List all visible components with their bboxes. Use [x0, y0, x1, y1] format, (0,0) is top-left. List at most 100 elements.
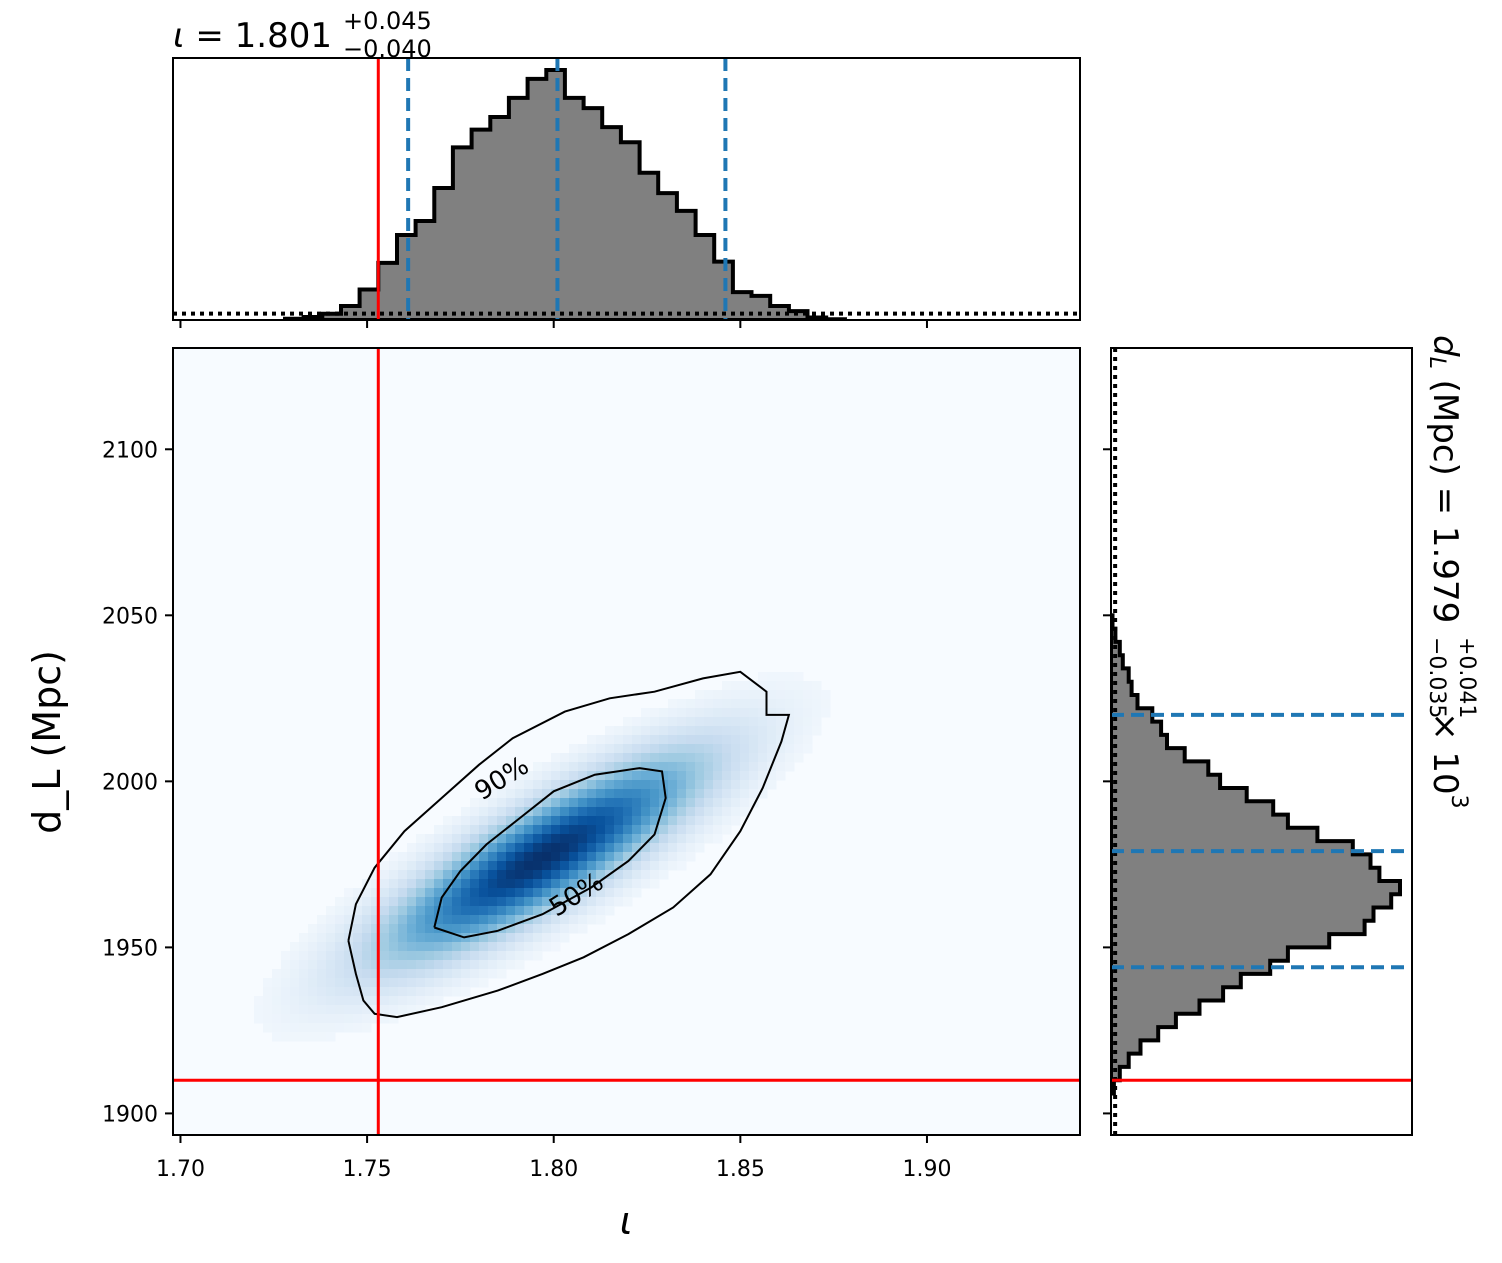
heatmap-cell — [542, 798, 552, 808]
joint-x-ticks: 1.70 1.75 1.80 1.85 1.90 — [156, 1135, 951, 1182]
heatmap-cell — [416, 942, 426, 952]
heatmap-cell — [398, 861, 408, 871]
heatmap-cell — [542, 897, 552, 907]
heatmap-cell — [416, 924, 426, 934]
heatmap-cell — [533, 771, 543, 781]
heatmap-cell — [488, 897, 498, 907]
heatmap-cell — [731, 717, 741, 727]
heatmap-cell — [650, 762, 660, 772]
heatmap-cell — [416, 987, 426, 997]
heatmap-cell — [353, 1005, 363, 1015]
heatmap-cell — [326, 1023, 336, 1033]
heatmap-cell — [641, 726, 651, 736]
heatmap-cell — [407, 960, 417, 970]
heatmap-cell — [380, 897, 390, 907]
heatmap-cell — [560, 771, 570, 781]
heatmap-cell — [695, 699, 705, 709]
heatmap-cell — [353, 888, 363, 898]
heatmap-cell — [353, 987, 363, 997]
heatmap-cell — [641, 861, 651, 871]
marginal-x-title: ι = 1.801 — [173, 16, 332, 56]
heatmap-cell — [281, 960, 291, 970]
heatmap-cell — [533, 780, 543, 790]
heatmap-cell — [551, 816, 561, 826]
heatmap-cell — [497, 861, 507, 871]
heatmap-cell — [443, 906, 453, 916]
heatmap-cell — [749, 681, 759, 691]
heatmap-cell — [470, 861, 480, 871]
heatmap-cell — [335, 987, 345, 997]
heatmap-cell — [542, 807, 552, 817]
heatmap-cell — [488, 879, 498, 889]
heatmap-cell — [344, 951, 354, 961]
heatmap-cell — [389, 1014, 399, 1024]
heatmap-cell — [497, 897, 507, 907]
heatmap-cell — [560, 843, 570, 853]
heatmap-cell — [317, 933, 327, 943]
heatmap-cell — [452, 978, 462, 988]
heatmap-cell — [704, 789, 714, 799]
heatmap-cell — [713, 726, 723, 736]
heatmap-cell — [740, 726, 750, 736]
heatmap-cell — [659, 861, 669, 871]
heatmap-cell — [299, 1005, 309, 1015]
y-tick-label: 2000 — [102, 770, 158, 795]
heatmap-cell — [623, 798, 633, 808]
heatmap-cell — [335, 915, 345, 925]
heatmap-cell — [497, 780, 507, 790]
heatmap-cell — [560, 780, 570, 790]
heatmap-cell — [353, 969, 363, 979]
heatmap-cell — [713, 735, 723, 745]
heatmap-cell — [686, 726, 696, 736]
heatmap-cell — [695, 843, 705, 853]
heatmap-cell — [731, 762, 741, 772]
heatmap-cell — [569, 744, 579, 754]
heatmap-cell — [524, 924, 534, 934]
heatmap-cell — [551, 762, 561, 772]
heatmap-cell — [389, 978, 399, 988]
heatmap-cell — [497, 825, 507, 835]
heatmap-cell — [578, 861, 588, 871]
heatmap-cell — [308, 1032, 318, 1042]
heatmap-cell — [299, 1023, 309, 1033]
marginal-x-hist-fill — [284, 70, 845, 320]
heatmap-cell — [272, 987, 282, 997]
heatmap-cell — [434, 996, 444, 1006]
heatmap-cell — [650, 780, 660, 790]
heatmap-cell — [443, 843, 453, 853]
heatmap-cell — [659, 843, 669, 853]
heatmap-cell — [614, 834, 624, 844]
heatmap-cell — [560, 807, 570, 817]
heatmap-cell — [479, 906, 489, 916]
heatmap-cell — [632, 843, 642, 853]
heatmap-cell — [749, 762, 759, 772]
heatmap-cell — [443, 852, 453, 862]
heatmap-cell — [758, 681, 768, 691]
heatmap-cell — [623, 780, 633, 790]
heatmap-cell — [569, 906, 579, 916]
heatmap-cell — [452, 879, 462, 889]
heatmap-cell — [542, 762, 552, 772]
heatmap-cell — [281, 1005, 291, 1015]
heatmap-cell — [335, 942, 345, 952]
heatmap-cell — [740, 735, 750, 745]
heatmap-cell — [452, 987, 462, 997]
heatmap-cell — [641, 834, 651, 844]
heatmap-cell — [767, 753, 777, 763]
heatmap-cell — [614, 852, 624, 862]
heatmap-cell — [812, 717, 822, 727]
heatmap-cell — [650, 816, 660, 826]
heatmap-cell — [623, 744, 633, 754]
heatmap-cell — [650, 834, 660, 844]
heatmap-cell — [587, 861, 597, 871]
heatmap-cell — [551, 807, 561, 817]
heatmap-cell — [668, 717, 678, 727]
heatmap-cell — [434, 843, 444, 853]
heatmap-cell — [668, 843, 678, 853]
heatmap-cell — [470, 969, 480, 979]
heatmap-cell — [254, 1005, 264, 1015]
heatmap-cell — [299, 942, 309, 952]
heatmap-cell — [650, 726, 660, 736]
heatmap-cell — [425, 843, 435, 853]
heatmap-cell — [515, 924, 525, 934]
